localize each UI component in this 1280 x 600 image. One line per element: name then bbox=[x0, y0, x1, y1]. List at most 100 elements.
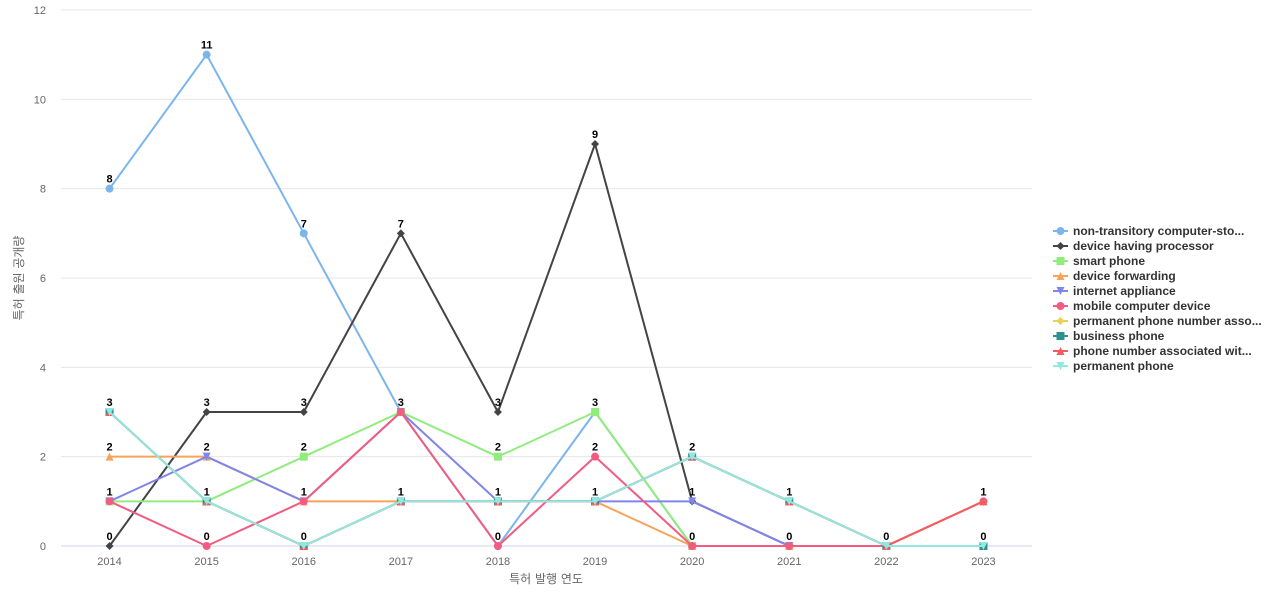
y-tick-label: 2 bbox=[40, 452, 46, 464]
legend-marker bbox=[1056, 332, 1065, 340]
legend-item[interactable]: permanent phone bbox=[1053, 359, 1174, 373]
data-point bbox=[591, 497, 600, 506]
data-point bbox=[493, 497, 502, 506]
data-label: 1 bbox=[398, 486, 404, 498]
legend-item[interactable]: smart phone bbox=[1053, 254, 1145, 268]
data-label: 0 bbox=[689, 531, 695, 543]
legend-item[interactable]: device having processor bbox=[1053, 239, 1214, 253]
legend-label: permanent phone number asso... bbox=[1073, 314, 1262, 328]
data-label: 0 bbox=[301, 531, 307, 543]
data-label: 1 bbox=[301, 486, 307, 498]
data-label: 3 bbox=[398, 397, 404, 409]
data-point bbox=[202, 408, 211, 416]
data-point bbox=[202, 497, 211, 506]
legend-label: business phone bbox=[1073, 329, 1165, 343]
data-point bbox=[299, 408, 308, 416]
legend-marker bbox=[1056, 347, 1065, 355]
legend-marker bbox=[1056, 302, 1065, 310]
data-point bbox=[202, 50, 211, 59]
x-tick-label: 2015 bbox=[194, 556, 218, 568]
x-tick-label: 2021 bbox=[777, 556, 801, 568]
data-label: 3 bbox=[106, 397, 112, 409]
data-label: 2 bbox=[592, 442, 598, 454]
legend-marker bbox=[1056, 287, 1065, 295]
series-lines bbox=[105, 50, 988, 550]
data-label: 3 bbox=[592, 397, 598, 409]
series-9 bbox=[105, 408, 988, 550]
data-label: 1 bbox=[786, 486, 792, 498]
legend-label: non-transitory computer-sto... bbox=[1073, 224, 1244, 238]
data-point bbox=[396, 497, 405, 506]
legend-item[interactable]: device forwarding bbox=[1053, 269, 1176, 283]
series-0 bbox=[105, 50, 988, 550]
data-point bbox=[299, 229, 308, 238]
legend-item[interactable]: internet appliance bbox=[1053, 284, 1176, 298]
data-label: 1 bbox=[689, 486, 695, 498]
data-point bbox=[202, 542, 211, 550]
legend-label: phone number associated wit... bbox=[1073, 344, 1252, 358]
legend-item[interactable]: business phone bbox=[1053, 329, 1165, 343]
data-point bbox=[105, 497, 114, 506]
data-point bbox=[105, 408, 114, 416]
data-point bbox=[785, 542, 794, 550]
data-label: 8 bbox=[106, 174, 112, 186]
series-1 bbox=[105, 140, 988, 550]
legend-marker bbox=[1056, 272, 1065, 280]
data-point bbox=[591, 452, 600, 461]
x-tick-label: 2016 bbox=[292, 556, 316, 568]
legend: non-transitory computer-sto...device hav… bbox=[1053, 224, 1262, 373]
data-label: 3 bbox=[495, 397, 501, 409]
data-point bbox=[202, 452, 211, 461]
legend-marker bbox=[1056, 317, 1065, 325]
data-point bbox=[688, 542, 697, 550]
x-tick-label: 2022 bbox=[874, 556, 898, 568]
data-point bbox=[396, 229, 405, 238]
data-label: 7 bbox=[398, 218, 404, 230]
legend-label: internet appliance bbox=[1073, 284, 1176, 298]
data-point bbox=[299, 542, 308, 550]
data-label: 2 bbox=[106, 442, 112, 454]
legend-item[interactable]: mobile computer device bbox=[1053, 299, 1211, 313]
legend-marker bbox=[1056, 362, 1065, 370]
data-label: 9 bbox=[592, 129, 598, 141]
data-label: 1 bbox=[495, 486, 501, 498]
data-label: 3 bbox=[301, 397, 307, 409]
data-label: 0 bbox=[786, 531, 792, 543]
legend-marker bbox=[1056, 257, 1065, 265]
legend-item[interactable]: non-transitory computer-sto... bbox=[1053, 224, 1244, 238]
data-label: 0 bbox=[495, 531, 501, 543]
data-point bbox=[105, 542, 114, 550]
data-label: 0 bbox=[883, 531, 889, 543]
x-axis-ticks: 2014 2015 2016 2017 2018 2019 2020 2021 2022 2023 bbox=[97, 556, 995, 568]
data-label: 0 bbox=[204, 531, 210, 543]
data-point bbox=[396, 408, 405, 416]
y-tick-label: 4 bbox=[40, 362, 46, 374]
x-tick-label: 2019 bbox=[583, 556, 607, 568]
legend-label: mobile computer device bbox=[1073, 299, 1211, 313]
y-tick-label: 0 bbox=[40, 541, 46, 553]
data-label: 1 bbox=[592, 486, 598, 498]
data-point bbox=[688, 497, 697, 506]
legend-marker bbox=[1056, 227, 1065, 235]
legend-item[interactable]: permanent phone number asso... bbox=[1053, 314, 1262, 328]
y-tick-label: 8 bbox=[40, 184, 46, 196]
data-point bbox=[882, 542, 891, 550]
data-label: 11 bbox=[201, 40, 213, 52]
data-label: 3 bbox=[204, 397, 210, 409]
legend-label: device forwarding bbox=[1073, 269, 1176, 283]
data-point bbox=[979, 497, 988, 506]
x-tick-label: 2018 bbox=[486, 556, 510, 568]
data-point bbox=[105, 452, 114, 461]
data-point bbox=[493, 452, 502, 461]
data-point bbox=[493, 542, 502, 550]
data-point bbox=[299, 497, 308, 506]
data-labels: 8 3 2 1 0 11 3 2 1 0 7 3 2 1 0 7 3 1 3 2 1 0 9 3 2 1 2 1 0 1 0 0 1 0 bbox=[106, 40, 986, 543]
grid-lines bbox=[61, 9, 1032, 547]
x-tick-label: 2023 bbox=[971, 556, 995, 568]
y-tick-label: 6 bbox=[40, 273, 46, 285]
data-label: 0 bbox=[106, 531, 112, 543]
legend-item[interactable]: phone number associated wit... bbox=[1053, 344, 1252, 358]
data-label: 0 bbox=[980, 531, 986, 543]
